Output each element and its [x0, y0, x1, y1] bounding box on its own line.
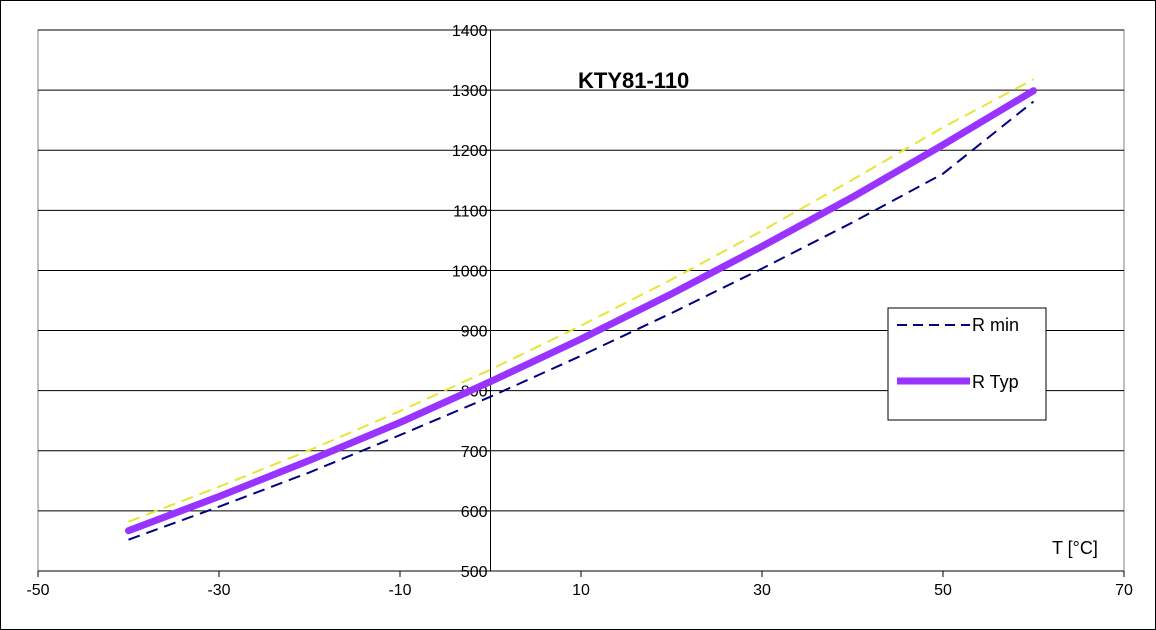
- x-tick-label: -30: [207, 582, 230, 599]
- plot-area: [37, 29, 1125, 572]
- x-tick-label: 50: [934, 582, 952, 599]
- x-tick-label: 10: [572, 582, 590, 599]
- y-tick-label: 1400: [452, 23, 488, 40]
- x-tick-label: 70: [1115, 582, 1133, 599]
- x-axis-title: T [°C]: [1052, 538, 1098, 558]
- y-tick-label: 1100: [453, 203, 488, 220]
- x-tick-label: -10: [388, 582, 411, 599]
- series-lines: [125, 78, 1037, 541]
- series-line-0: [128, 100, 1035, 541]
- series-line-2: [128, 78, 1034, 523]
- legend: R min R Typ: [887, 307, 1047, 421]
- y-tick-label: 1000: [452, 263, 488, 280]
- x-tick-label: 30: [753, 582, 771, 599]
- axes: [37, 29, 1125, 577]
- y-tick-label: 1200: [452, 143, 488, 160]
- legend-label-r-typ: R Typ: [972, 372, 1019, 392]
- y-tick-label: 700: [461, 444, 488, 461]
- legend-box: [887, 307, 1047, 421]
- y-tick-label: 1300: [452, 83, 488, 100]
- chart-title: KTY81-110: [578, 68, 689, 93]
- y-tick-label: 600: [461, 504, 488, 521]
- x-tick-label: -50: [26, 582, 49, 599]
- y-tick-label: 500: [461, 564, 488, 581]
- legend-label-r-min: R min: [972, 315, 1019, 335]
- series-line-1: [125, 87, 1037, 535]
- y-tick-label: 900: [461, 324, 488, 341]
